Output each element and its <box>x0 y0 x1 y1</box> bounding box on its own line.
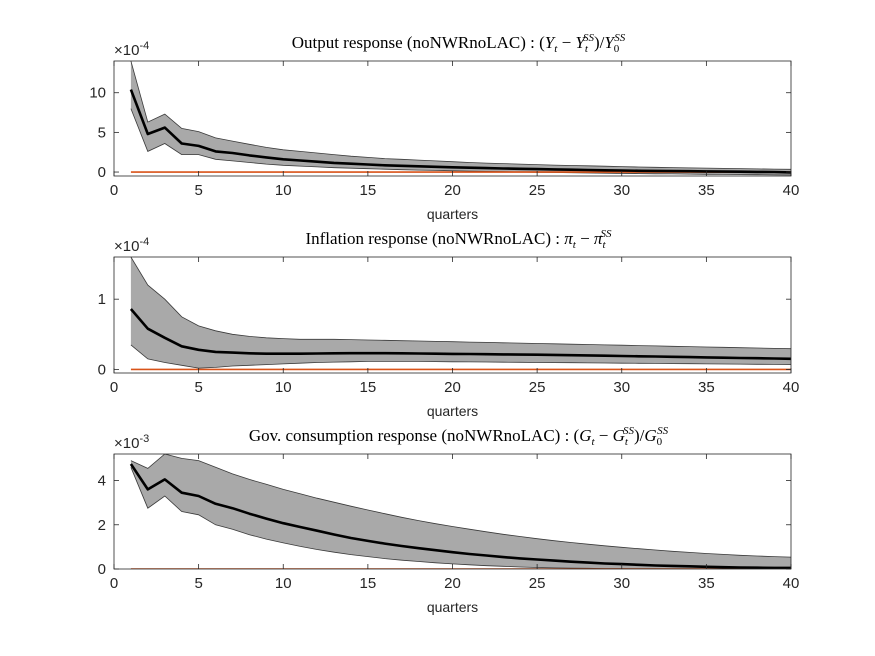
x-axis-label: quarters <box>427 403 478 419</box>
confidence-band <box>130 61 791 175</box>
y-tick-label: 5 <box>98 124 106 141</box>
x-tick-label: 0 <box>110 379 118 396</box>
y-tick-label: 0 <box>98 361 106 378</box>
x-tick-label: 15 <box>360 379 377 396</box>
band-upper-edge <box>130 454 791 558</box>
x-tick-label: 40 <box>783 182 800 199</box>
x-axis-label: quarters <box>427 206 478 222</box>
x-axis-label: quarters <box>427 599 478 615</box>
x-tick-label: 5 <box>194 379 202 396</box>
x-tick-label: 30 <box>613 182 630 199</box>
x-tick-label: 0 <box>110 182 118 199</box>
x-tick-label: 20 <box>444 575 461 592</box>
y-exponent-label: ×10-3 <box>114 433 149 452</box>
chart-title: Gov. consumption response (noNWRnoLAC) :… <box>249 425 669 448</box>
x-tick-label: 5 <box>194 575 202 592</box>
band-lower-edge <box>130 344 791 369</box>
band-upper-edge <box>130 257 791 350</box>
y-exponent-label: ×10-4 <box>114 236 149 255</box>
median-response-line <box>129 463 791 569</box>
x-tick-label: 15 <box>360 575 377 592</box>
x-tick-label: 20 <box>444 182 461 199</box>
x-tick-label: 20 <box>444 379 461 396</box>
median-response-line <box>129 308 791 361</box>
median-response-line <box>129 89 791 174</box>
plot-area <box>129 454 791 569</box>
x-tick-label: 0 <box>110 575 118 592</box>
x-tick-label: 30 <box>613 575 630 592</box>
x-tick-label: 25 <box>529 182 546 199</box>
band-upper-edge <box>130 61 791 170</box>
confidence-band <box>130 257 791 369</box>
x-tick-label: 35 <box>698 575 715 592</box>
y-tick-label: 0 <box>98 561 106 578</box>
y-tick-label: 0 <box>98 164 106 181</box>
x-tick-label: 40 <box>783 379 800 396</box>
x-tick-label: 25 <box>529 575 546 592</box>
chart-panel-1: 0 5 10 15 20 25 30 35 40 0 5 10 quarters ×10-4 Output … <box>89 32 799 222</box>
x-tick-label: 40 <box>783 575 800 592</box>
x-tick-label: 10 <box>275 575 292 592</box>
x-tick-label: 10 <box>275 182 292 199</box>
chart-panel-3: 0 5 10 15 20 25 30 35 40 0 2 4 quarters ×10-3 Gov. con… <box>98 425 800 615</box>
y-tick-label: 10 <box>89 85 106 102</box>
chart-title: Inflation response (noNWRnoLAC) : πt − π… <box>305 228 612 251</box>
y-tick-label: 2 <box>98 517 106 534</box>
x-tick-label: 35 <box>698 379 715 396</box>
chart-title: Output response (noNWRnoLAC) : (Yt − YtS… <box>292 32 626 55</box>
band-lower-edge <box>130 108 791 176</box>
x-tick-label: 10 <box>275 379 292 396</box>
x-tick-label: 5 <box>194 182 202 199</box>
y-exponent-label: ×10-4 <box>114 40 149 59</box>
confidence-band <box>130 454 791 569</box>
x-tick-label: 25 <box>529 379 546 396</box>
x-tick-label: 35 <box>698 182 715 199</box>
x-tick-label: 15 <box>360 182 377 199</box>
plot-area <box>129 61 791 176</box>
y-tick-label: 4 <box>98 473 106 490</box>
y-tick-label: 1 <box>98 291 106 308</box>
chart-panel-2: 0 5 10 15 20 25 30 35 40 0 1 quarters ×10-4 Inflation… <box>98 228 800 419</box>
x-tick-label: 30 <box>613 379 630 396</box>
plot-area <box>129 257 791 371</box>
